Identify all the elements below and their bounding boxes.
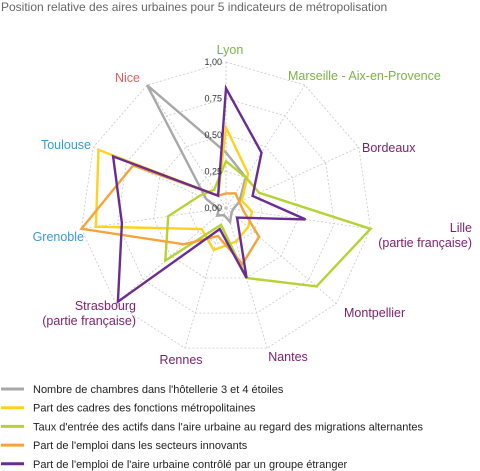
legend-entry: Part de l'emploi dans les secteurs innov… bbox=[33, 440, 248, 452]
axis-label: Strasbourg (partie française) bbox=[42, 299, 136, 328]
legend-entry: Nombre de chambres dans l'hôtellerie 3 e… bbox=[33, 384, 284, 396]
grid-spoke bbox=[146, 84, 227, 209]
legend-entry: Part de l'emploi de l'aire urbaine contr… bbox=[33, 459, 348, 471]
series-line-2 bbox=[163, 159, 373, 288]
legend: Nombre de chambres dans l'hôtellerie 3 e… bbox=[1, 384, 424, 471]
axis-label: Nantes bbox=[268, 350, 308, 364]
axis-label: Toulouse bbox=[41, 138, 91, 152]
axis-label: Montpellier bbox=[344, 306, 405, 320]
grid-spoke bbox=[184, 207, 227, 349]
series-line-0 bbox=[146, 84, 248, 225]
tick-label: 0,50 bbox=[204, 130, 222, 140]
axis-label: Lyon bbox=[217, 43, 244, 57]
series-line-4 bbox=[111, 84, 306, 305]
axis-labels: Lyon Marseille - Aix-en-Provence Bordeaux L… bbox=[33, 43, 472, 367]
tick-labels: 0,00 0,25 0,50 0,75 1,00 bbox=[204, 57, 222, 213]
grid-spoke bbox=[225, 207, 337, 304]
axis-label: Marseille - Aix-en-Provence bbox=[288, 69, 441, 83]
axis-label: Rennes bbox=[159, 353, 202, 367]
axis-label: Lille (partie française) bbox=[378, 221, 472, 250]
axis-label: Grenoble bbox=[33, 230, 84, 244]
tick-label: 0,75 bbox=[204, 94, 222, 104]
tick-label: 0,00 bbox=[204, 203, 222, 213]
series-group bbox=[79, 84, 373, 305]
legend-entry: Part des cadres des fonctions métropolit… bbox=[33, 403, 256, 415]
series-line-1 bbox=[94, 123, 254, 252]
grid-spoke bbox=[225, 84, 306, 209]
grid-ring bbox=[117, 98, 335, 314]
tick-label: 0,25 bbox=[204, 167, 222, 177]
legend-entry: Taux d'entrée des actifs dans l'aire urb… bbox=[33, 421, 424, 433]
tick-label: 1,00 bbox=[204, 57, 222, 67]
chart-title: Position relative des aires urbaines pou… bbox=[1, 0, 387, 14]
axis-label: Bordeaux bbox=[362, 141, 416, 155]
grid-spoke bbox=[81, 207, 227, 230]
grid-ring bbox=[153, 134, 299, 279]
axis-label: Nice bbox=[115, 71, 140, 85]
radar-grid bbox=[81, 61, 371, 349]
grid-spoke bbox=[225, 146, 359, 209]
grid-ring bbox=[81, 61, 371, 349]
